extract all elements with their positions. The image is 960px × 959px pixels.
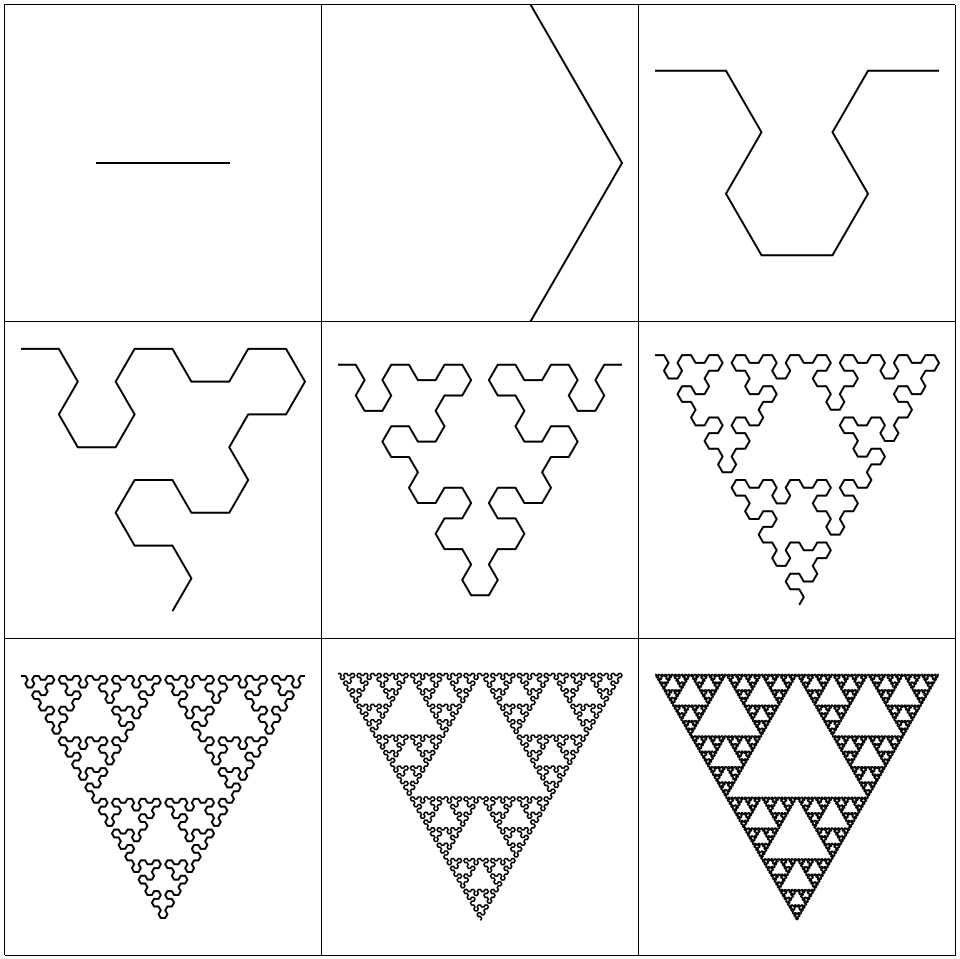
arrowhead-curve-svg: [529, 5, 623, 321]
panel-order-6: [5, 639, 322, 956]
sierpinski-arrowhead-grid: [4, 4, 956, 956]
panel-order-3: [5, 322, 322, 639]
panel-order-1: [322, 5, 639, 322]
curve-path-order-5: [655, 354, 940, 606]
curve-path-order-3: [21, 347, 306, 612]
curve-path-order-7: [338, 672, 623, 921]
panel-order-2: [639, 5, 956, 322]
arrowhead-curve-svg: [655, 673, 939, 921]
curve-path-order-4: [338, 363, 622, 597]
arrowhead-curve-svg: [96, 162, 230, 164]
panel-order-7: [322, 639, 639, 956]
arrowhead-curve-svg: [21, 674, 305, 920]
curve-path-order-8: [655, 673, 939, 921]
panel-order-5: [639, 322, 956, 639]
arrowhead-curve-svg: [338, 672, 623, 921]
panel-order-8: [639, 639, 956, 956]
curve-path-order-1: [529, 5, 623, 321]
arrowhead-curve-svg: [21, 347, 306, 612]
panel-order-4: [322, 322, 639, 639]
panel-order-0: [5, 5, 322, 322]
arrowhead-curve-svg: [655, 354, 940, 606]
curve-path-order-6: [21, 674, 305, 920]
arrowhead-curve-svg: [655, 69, 939, 257]
arrowhead-curve-svg: [338, 363, 622, 597]
curve-path-order-2: [655, 69, 939, 257]
